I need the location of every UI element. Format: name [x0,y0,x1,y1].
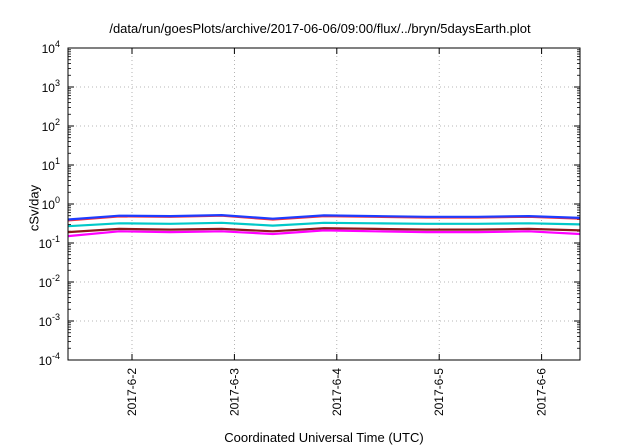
series-line-3 [68,221,580,228]
y-tick-label: 102 [42,117,60,134]
x-tick-label: 2017-6-5 [432,368,446,416]
x-tick-label: 2017-6-6 [535,368,549,416]
y-tick-label: 10-1 [39,234,60,251]
y-tick-label: 10-4 [39,351,60,368]
x-tick-label: 2017-6-4 [330,368,344,416]
y-axis-label: cSv/day [26,184,42,232]
series-line-1 [68,229,580,238]
plot-frame [67,47,581,361]
y-tick-label: 100 [42,195,60,212]
y-tick-label: 104 [42,39,60,56]
x-tick-label: 2017-6-2 [125,368,139,416]
x-tick-label: 2017-6-3 [227,368,241,416]
series-line-2 [68,227,580,234]
y-tick-label: 101 [42,156,60,173]
series-line-5 [68,214,580,221]
x-axis-label: Coordinated Universal Time (UTC) [224,430,424,445]
y-tick-label: 10-3 [39,312,60,329]
y-tick-label: 10-2 [39,273,60,290]
chart-title: /data/run/goesPlots/archive/2017-06-06/0… [109,21,531,36]
y-tick-label: 103 [42,78,60,95]
